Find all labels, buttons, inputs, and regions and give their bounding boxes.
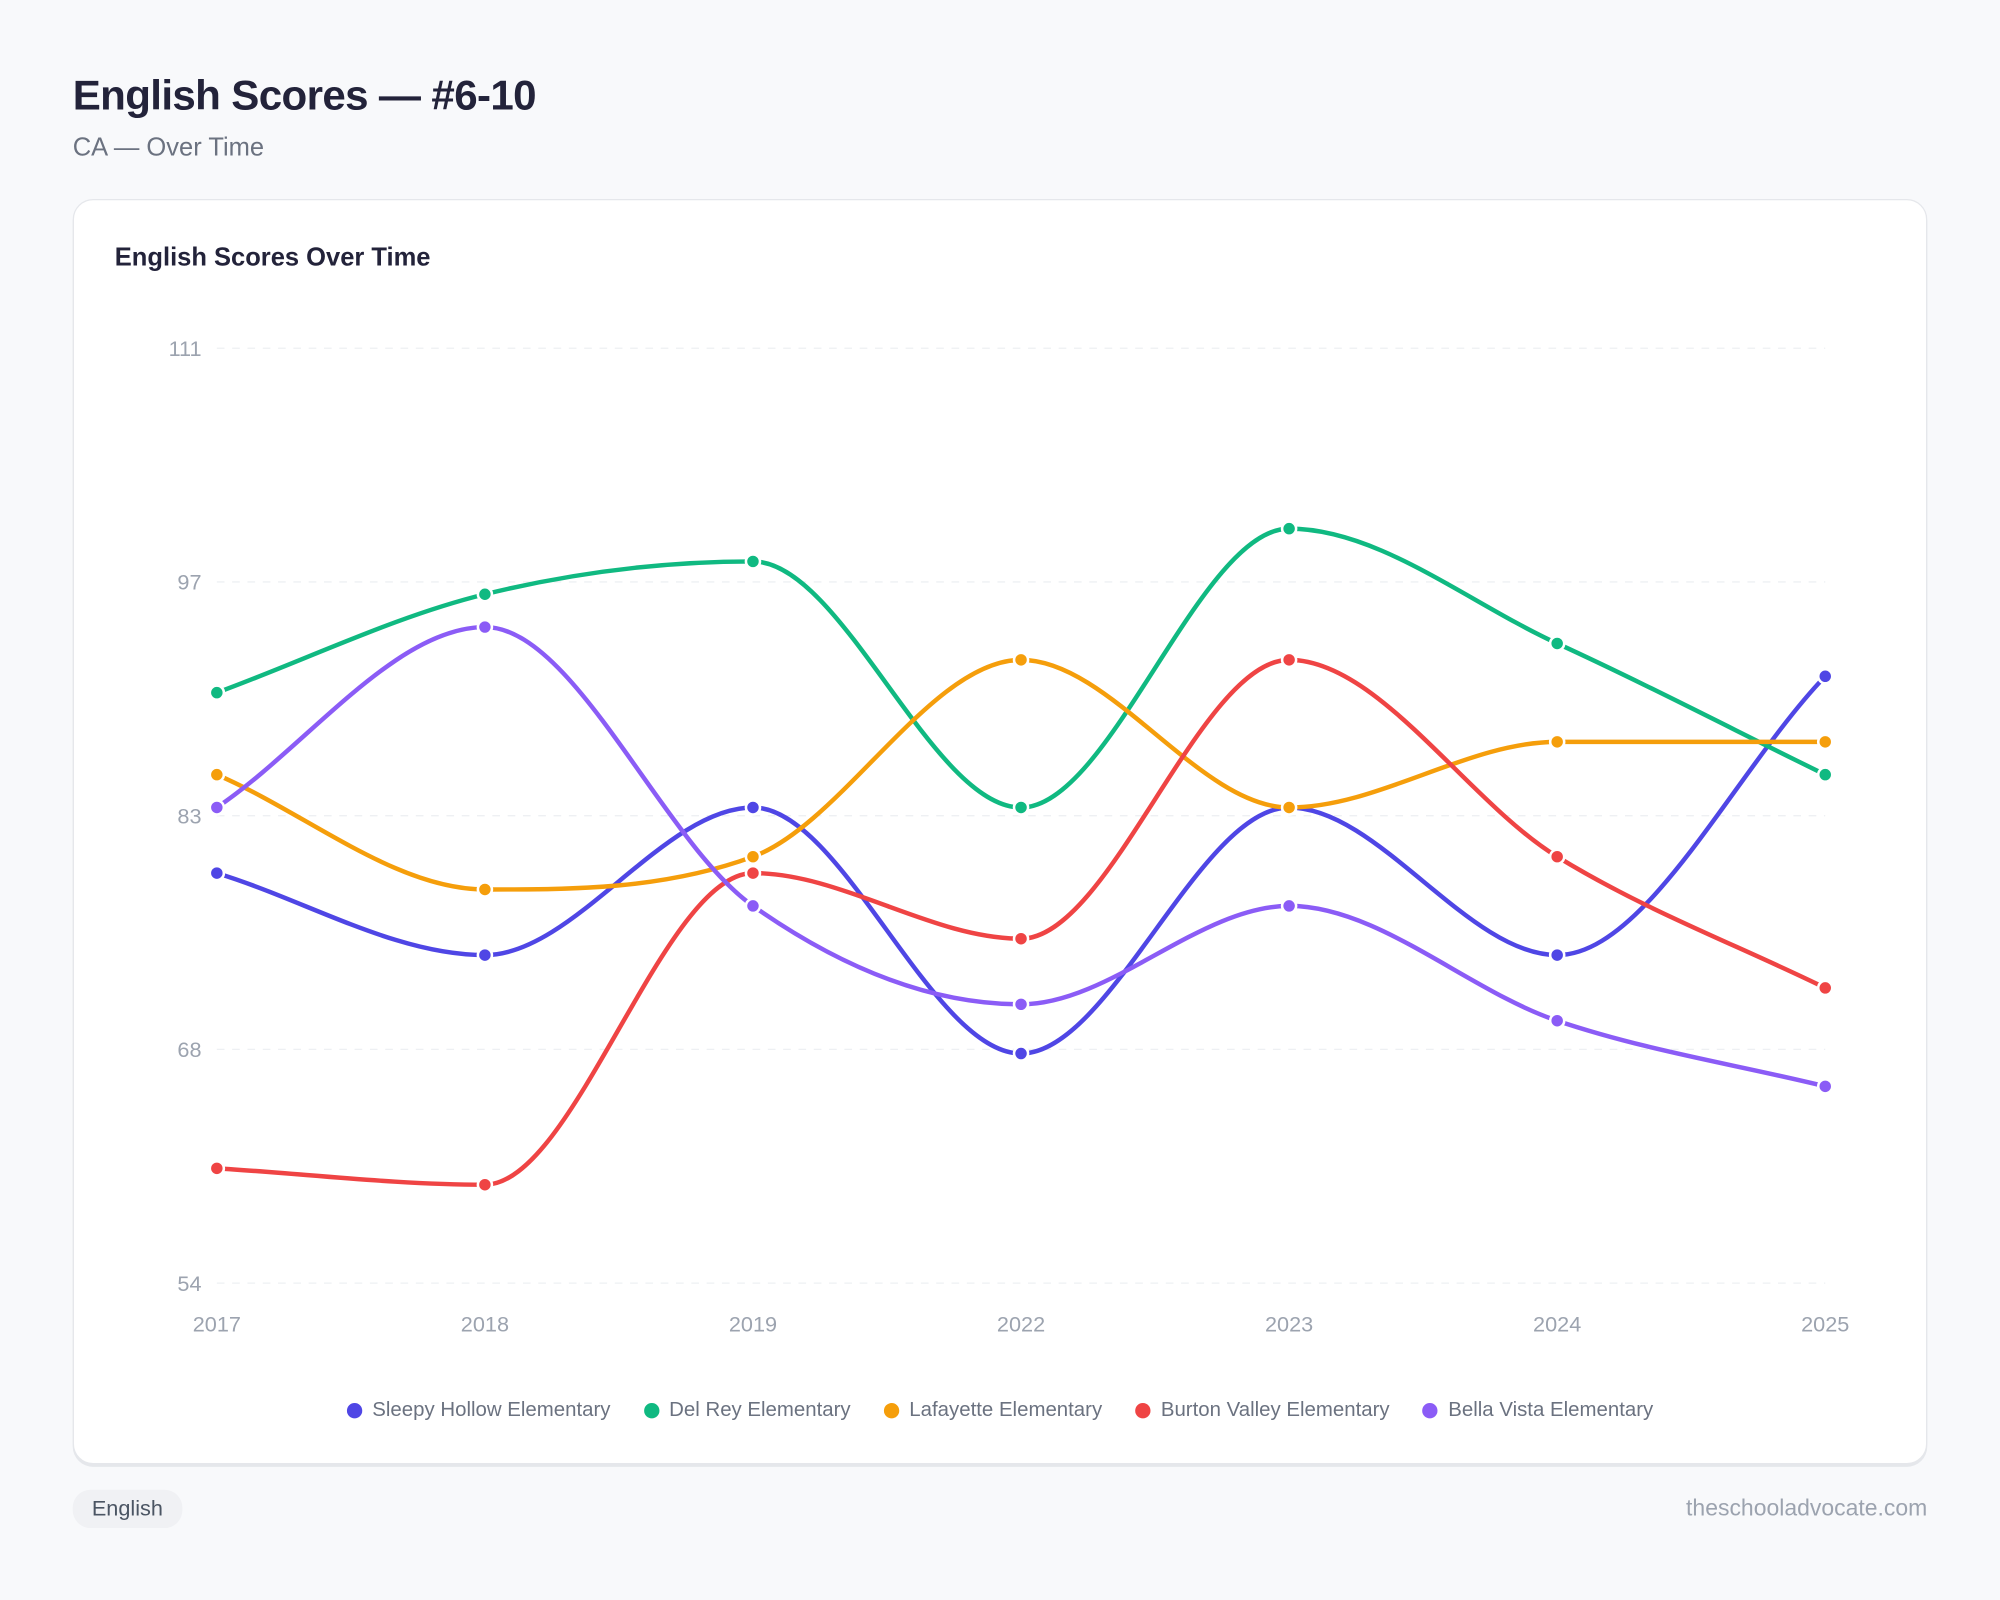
legend-item[interactable]: Bella Vista Elementary [1422, 1399, 1654, 1422]
x-tick-label: 2025 [1801, 1312, 1849, 1337]
data-point [1548, 1012, 1566, 1030]
y-tick-label: 68 [177, 1037, 201, 1062]
legend-item[interactable]: Burton Valley Elementary [1135, 1399, 1390, 1422]
data-point [744, 864, 762, 882]
x-tick-label: 2024 [1533, 1312, 1581, 1337]
chart-card: English Scores Over Time 111 97 83 68 54 2017… [72, 198, 1928, 1465]
data-point [1012, 651, 1030, 669]
data-point [1012, 799, 1030, 816]
data-point [1280, 897, 1298, 915]
legend-dot-icon [346, 1403, 363, 1419]
series-line [215, 624, 1826, 1089]
x-tick-label: 2019 [729, 1312, 777, 1337]
legend-label: Burton Valley Elementary [1160, 1399, 1390, 1421]
y-tick-label: 111 [169, 336, 202, 361]
data-point [208, 766, 226, 783]
data-point [1012, 1045, 1030, 1062]
x-tick-label: 2023 [1265, 1312, 1313, 1337]
chart-legend: Sleepy Hollow Elementary Del Rey Elementa… [74, 1399, 1926, 1422]
series-line [216, 657, 1827, 1187]
x-tick-label: 2022 [997, 1312, 1045, 1337]
chart-title: English Scores Over Time [114, 243, 431, 272]
site-link[interactable]: theschooladvocate.com [1686, 1494, 1928, 1521]
data-point [744, 848, 762, 865]
legend-label: Bella Vista Elementary [1448, 1399, 1654, 1421]
data-point [208, 1160, 226, 1177]
data-point [208, 864, 226, 882]
data-point [1280, 799, 1298, 816]
line-chart: 111 97 83 68 54 2017 2018 2019 2022 2023 2024 2025 [169, 336, 1850, 1337]
data-point [1012, 930, 1030, 947]
data-point [476, 946, 494, 964]
data-point [476, 585, 494, 603]
legend-dot-icon [1422, 1403, 1439, 1419]
data-point [1280, 520, 1298, 537]
data-point [1816, 1078, 1834, 1095]
legend-item[interactable]: Sleepy Hollow Elementary [346, 1399, 611, 1422]
data-point [1548, 848, 1566, 865]
data-point [1548, 635, 1566, 652]
y-tick-label: 83 [177, 803, 201, 828]
data-point [1280, 651, 1298, 669]
legend-dot-icon [1135, 1403, 1151, 1419]
legend-item[interactable]: Lafayette Elementary [883, 1399, 1103, 1422]
data-point [1816, 733, 1834, 751]
x-tick-label: 2017 [193, 1312, 241, 1337]
y-tick-label: 97 [177, 570, 201, 595]
subject-tag[interactable]: English [72, 1489, 183, 1529]
data-point [476, 618, 494, 636]
legend-item[interactable]: Del Rey Elementary [643, 1399, 851, 1422]
y-tick-label: 54 [177, 1271, 201, 1296]
legend-dot-icon [643, 1403, 659, 1419]
data-point [744, 799, 762, 816]
legend-label: Del Rey Elementary [669, 1399, 851, 1421]
data-point [1816, 766, 1834, 783]
data-point [208, 684, 226, 701]
data-point [744, 897, 762, 915]
data-point [1548, 946, 1566, 964]
series-line [215, 657, 1826, 892]
data-point [208, 799, 226, 816]
legend-dot-icon [883, 1403, 900, 1419]
data-point [1816, 667, 1834, 685]
legend-label: Lafayette Elementary [909, 1399, 1103, 1421]
legend-label: Sleepy Hollow Elementary [372, 1399, 611, 1421]
data-point [1012, 996, 1030, 1013]
data-point [1816, 979, 1834, 997]
data-point [1548, 733, 1566, 751]
data-point [476, 1176, 494, 1194]
data-point [476, 881, 494, 898]
page-subtitle: CA — Over Time [72, 133, 265, 162]
x-tick-label: 2018 [461, 1312, 509, 1337]
page-title: English Scores — #6-10 [72, 71, 537, 119]
data-point [744, 553, 762, 570]
